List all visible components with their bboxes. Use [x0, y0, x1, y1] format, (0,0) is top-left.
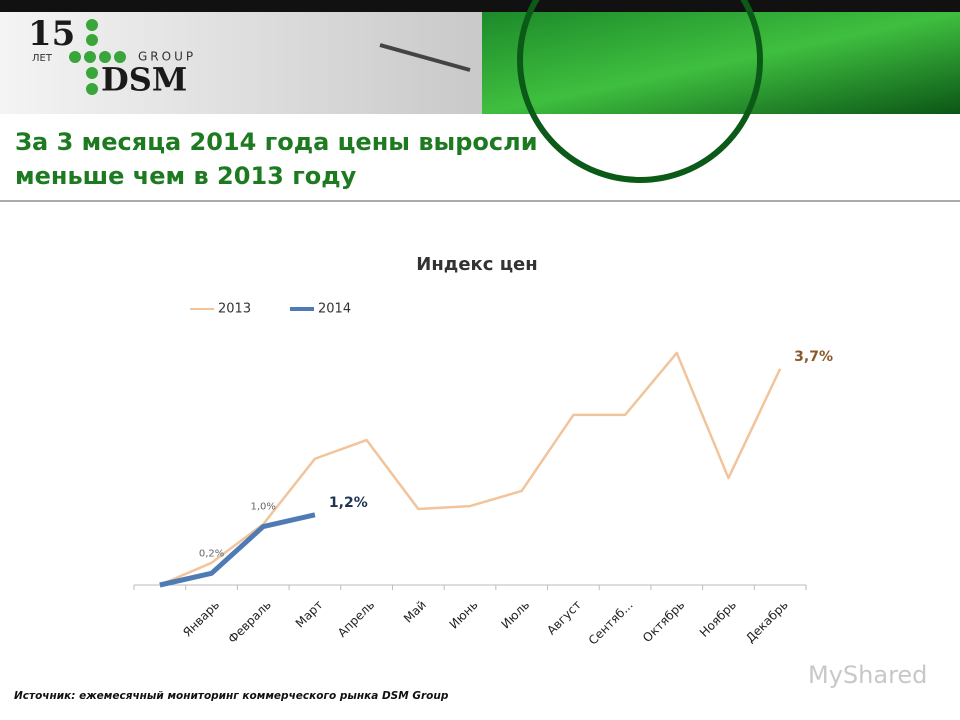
source-note: Источник: ежемесячный мониторинг коммерч…: [14, 690, 449, 702]
x-tick-label: Октябрь: [640, 598, 687, 645]
banner-left: [0, 12, 482, 114]
logo-dots: [69, 19, 126, 95]
series-line: [159, 512, 316, 588]
data-label: 1,2%: [329, 495, 368, 511]
slide-title: меньше чем в 2013 году: [15, 162, 357, 190]
legend-label: 2014: [318, 302, 351, 317]
clock-hand: [379, 43, 471, 72]
top-stripe: [0, 0, 960, 12]
chart-title: Индекс цен: [416, 254, 537, 275]
logo-number: 15: [28, 14, 75, 54]
watermark: MyShared: [808, 661, 927, 689]
banner-right: [482, 12, 960, 114]
x-tick-label: Июль: [498, 598, 532, 632]
clock-decor: [517, 0, 763, 183]
logo-years: ЛЕТ: [32, 53, 53, 64]
data-label: 1,0%: [251, 502, 276, 513]
x-tick-label: Сентяб...: [586, 598, 636, 648]
legend-label: 2013: [218, 302, 251, 317]
series-line: [159, 351, 782, 587]
x-tick-label: Январь: [180, 598, 222, 640]
logo-group: GROUP: [138, 50, 196, 64]
logo-brand: DSM: [101, 61, 187, 99]
x-tick-label: Апрель: [335, 598, 377, 640]
data-label: 3,7%: [794, 349, 833, 365]
data-label: 0,2%: [199, 548, 224, 559]
x-tick-label: Май: [401, 598, 429, 626]
x-tick-label: Ноябрь: [697, 598, 739, 640]
x-tick-label: Август: [544, 598, 584, 638]
x-tick-label: Март: [293, 598, 326, 631]
slide-title: За 3 месяца 2014 года цены выросли: [15, 128, 538, 156]
x-tick-label: Декабрь: [743, 598, 791, 646]
x-tick-label: Июнь: [447, 598, 481, 632]
x-tick-label: Февраль: [225, 598, 273, 646]
